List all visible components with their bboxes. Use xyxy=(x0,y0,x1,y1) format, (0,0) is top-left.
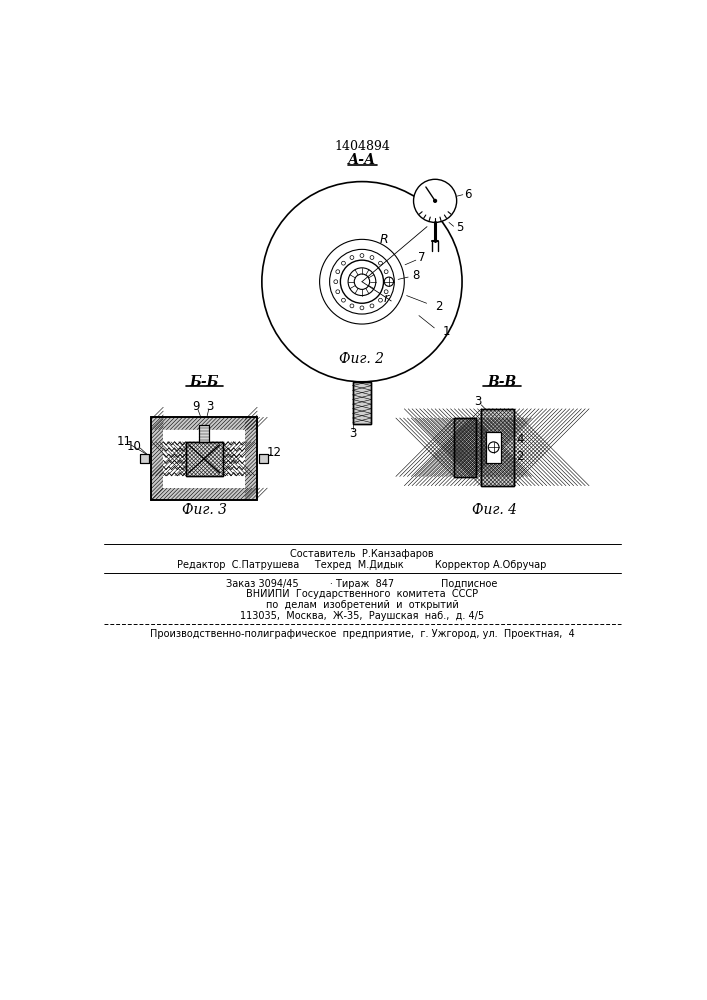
Circle shape xyxy=(370,304,374,308)
Text: 1: 1 xyxy=(443,325,450,338)
Text: В-В: В-В xyxy=(487,375,517,389)
Circle shape xyxy=(350,256,354,259)
Text: ВНИИПИ  Государственного  комитета  СССР: ВНИИПИ Государственного комитета СССР xyxy=(246,589,478,599)
Text: Составитель  Р.Канзафаров: Составитель Р.Канзафаров xyxy=(290,549,434,559)
Text: 2: 2 xyxy=(516,450,524,463)
Text: 5: 5 xyxy=(456,221,463,234)
Text: 3: 3 xyxy=(474,395,481,408)
Text: Фиг. 2: Фиг. 2 xyxy=(339,352,385,366)
Circle shape xyxy=(414,179,457,222)
Text: 1404894: 1404894 xyxy=(334,140,390,153)
Bar xyxy=(151,417,257,500)
Bar xyxy=(186,442,223,476)
Bar xyxy=(353,382,371,424)
Bar xyxy=(140,454,149,463)
Text: Редактор  С.Патрушева     Техред  М.Дидык          Корректор А.Обручар: Редактор С.Патрушева Техред М.Дидык Корр… xyxy=(177,560,547,570)
Text: Фиг. 4: Фиг. 4 xyxy=(472,503,517,517)
Text: 3: 3 xyxy=(206,400,214,413)
Circle shape xyxy=(384,290,388,294)
Text: 8: 8 xyxy=(412,269,419,282)
Bar xyxy=(481,409,514,486)
Bar xyxy=(455,418,476,477)
Text: А-А: А-А xyxy=(348,153,376,167)
Circle shape xyxy=(378,298,382,302)
Bar xyxy=(199,425,209,442)
Text: 9: 9 xyxy=(192,400,200,413)
Text: 6: 6 xyxy=(464,188,471,201)
Bar xyxy=(259,454,268,463)
Text: Фиг. 3: Фиг. 3 xyxy=(182,503,227,517)
Text: 7: 7 xyxy=(419,251,426,264)
Text: 113035,  Москва,  Ж-35,  Раушская  наб.,  д. 4/5: 113035, Москва, Ж-35, Раушская наб., д. … xyxy=(240,611,484,621)
Text: 3: 3 xyxy=(349,427,356,440)
Circle shape xyxy=(341,261,345,265)
Text: Производственно-полиграфическое  предприятие,  г. Ужгород, ул.  Проектная,  4: Производственно-полиграфическое предприя… xyxy=(150,629,574,639)
Bar xyxy=(353,382,371,424)
Circle shape xyxy=(336,290,339,294)
Bar xyxy=(486,432,501,463)
Circle shape xyxy=(489,442,499,453)
Circle shape xyxy=(378,261,382,265)
Text: по  делам  изобретений  и  открытий: по делам изобретений и открытий xyxy=(266,600,458,610)
Circle shape xyxy=(350,304,354,308)
Circle shape xyxy=(336,270,339,274)
Circle shape xyxy=(360,254,364,257)
Text: 10: 10 xyxy=(127,440,141,453)
Text: r: r xyxy=(384,292,389,305)
Text: Заказ 3094/45          · Тираж  847               Подписное: Заказ 3094/45 · Тираж 847 Подписное xyxy=(226,579,498,589)
Text: R: R xyxy=(379,233,388,246)
Circle shape xyxy=(385,277,394,286)
Bar xyxy=(140,454,149,463)
Circle shape xyxy=(341,298,345,302)
Circle shape xyxy=(334,280,338,284)
Bar xyxy=(186,442,223,476)
Text: 4: 4 xyxy=(516,433,524,446)
Bar xyxy=(199,425,209,442)
Circle shape xyxy=(370,256,374,259)
Circle shape xyxy=(433,199,437,202)
Bar xyxy=(151,417,257,500)
Text: Б-Б: Б-Б xyxy=(189,375,219,389)
Circle shape xyxy=(262,182,462,382)
Bar xyxy=(163,430,245,488)
Text: 11: 11 xyxy=(117,435,132,448)
Bar xyxy=(481,409,514,486)
Circle shape xyxy=(360,306,364,310)
Circle shape xyxy=(384,270,388,274)
Bar xyxy=(259,454,268,463)
Bar xyxy=(455,418,476,477)
Text: 2: 2 xyxy=(436,300,443,313)
Circle shape xyxy=(386,280,390,284)
Text: 12: 12 xyxy=(267,446,281,459)
Bar xyxy=(486,432,501,463)
